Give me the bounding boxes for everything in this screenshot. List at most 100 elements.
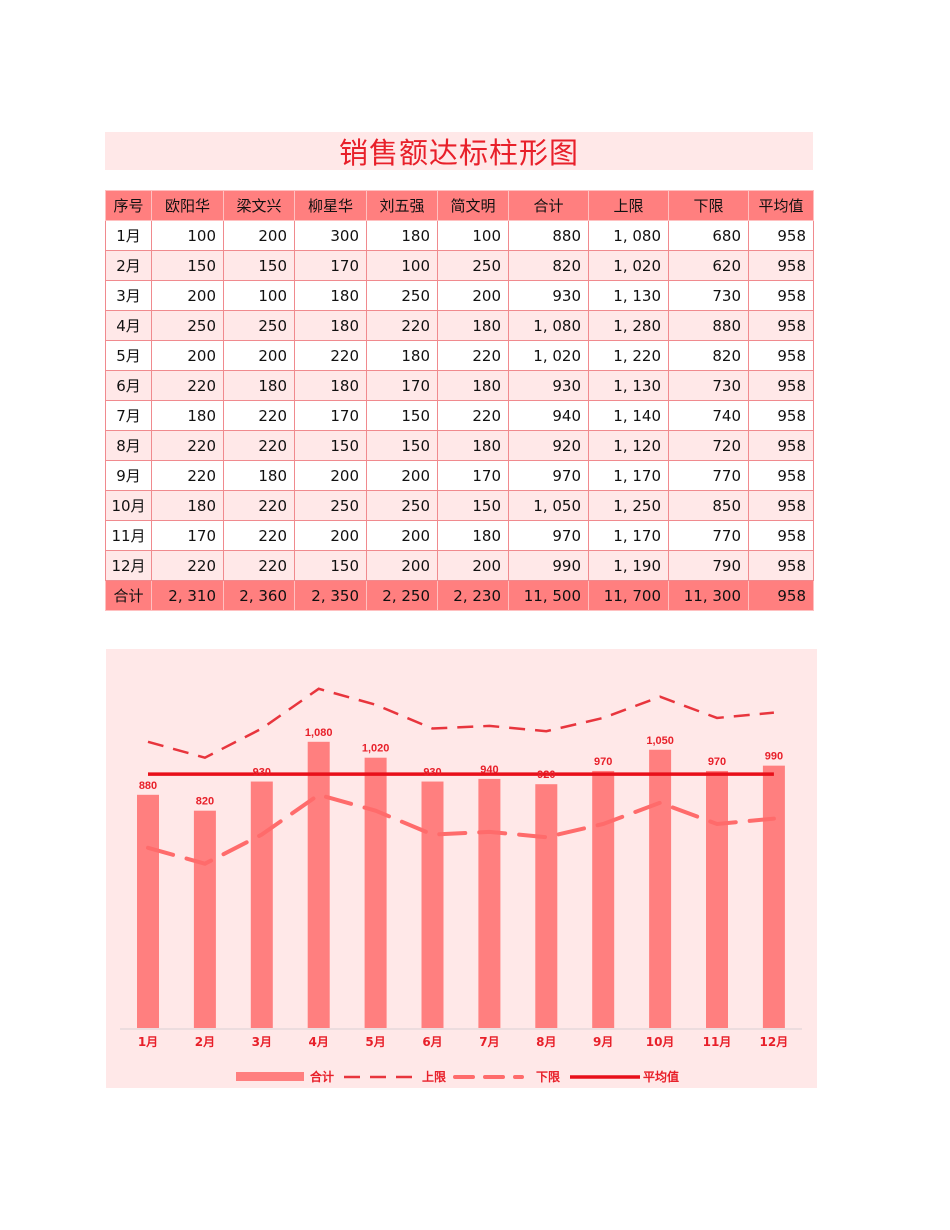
bar-9月 — [592, 770, 615, 1028]
table-cell: 250 — [437, 250, 509, 281]
table-cell: 220 — [223, 550, 295, 581]
bar-3月 — [250, 781, 273, 1028]
row-label: 4月 — [105, 310, 152, 341]
table-cell: 250 — [223, 310, 295, 341]
total-cell: 11, 500 — [508, 580, 589, 611]
table-cell: 790 — [668, 550, 749, 581]
column-header: 下限 — [668, 190, 749, 221]
table-cell: 180 — [223, 460, 295, 491]
table-cell: 1, 250 — [588, 490, 669, 521]
table-cell: 1, 220 — [588, 340, 669, 371]
table-cell: 920 — [508, 430, 589, 461]
table-cell: 180 — [223, 370, 295, 401]
table-cell: 220 — [437, 340, 509, 371]
table-row: 1月 100 200 300 180 100 880 1, 080 680 958 — [105, 220, 814, 251]
x-tick-label: 5月 — [365, 1035, 385, 1049]
table-cell: 720 — [668, 430, 749, 461]
column-header: 上限 — [588, 190, 669, 221]
table-row: 9月 220 180 200 200 170 970 1, 170 770 958 — [105, 460, 814, 491]
table-cell: 180 — [437, 430, 509, 461]
table-cell: 150 — [437, 490, 509, 521]
table-cell: 220 — [151, 550, 224, 581]
table-cell: 200 — [437, 550, 509, 581]
table-cell: 150 — [151, 250, 224, 281]
table-cell: 820 — [508, 250, 589, 281]
table-cell: 170 — [294, 400, 367, 431]
table-cell: 200 — [294, 460, 367, 491]
table-cell: 940 — [508, 400, 589, 431]
table-cell: 170 — [366, 370, 438, 401]
data-label: 1,020 — [362, 743, 390, 755]
table-cell: 200 — [294, 520, 367, 551]
table-cell: 740 — [668, 400, 749, 431]
table-cell: 170 — [151, 520, 224, 551]
bar-8月 — [535, 784, 558, 1028]
row-label: 10月 — [105, 490, 152, 521]
table-cell: 220 — [223, 490, 295, 521]
table-cell: 880 — [508, 220, 589, 251]
table-cell: 200 — [366, 520, 438, 551]
legend-label-average: 平均值 — [643, 1069, 679, 1084]
row-label: 3月 — [105, 280, 152, 311]
table-cell: 180 — [294, 310, 367, 341]
column-header: 简文明 — [437, 190, 509, 221]
data-label: 1,080 — [305, 727, 333, 739]
table-cell: 1, 130 — [588, 280, 669, 311]
table-cell: 170 — [294, 250, 367, 281]
table-cell: 1, 140 — [588, 400, 669, 431]
table-cell: 220 — [223, 520, 295, 551]
table-cell: 620 — [668, 250, 749, 281]
table-cell: 1, 020 — [588, 250, 669, 281]
x-tick-label: 8月 — [536, 1035, 556, 1049]
table-cell: 958 — [748, 550, 814, 581]
table-cell: 930 — [508, 280, 589, 311]
table-cell: 200 — [151, 340, 224, 371]
table-cell: 180 — [437, 520, 509, 551]
bar-5月 — [364, 757, 387, 1028]
table-cell: 958 — [748, 280, 814, 311]
table-cell: 958 — [748, 490, 814, 521]
table-cell: 1, 080 — [588, 220, 669, 251]
table-cell: 1, 190 — [588, 550, 669, 581]
table-cell: 730 — [668, 280, 749, 311]
table-cell: 958 — [748, 220, 814, 251]
table-row: 11月 170 220 200 200 180 970 1, 170 770 958 — [105, 520, 814, 551]
data-label: 920 — [537, 769, 555, 781]
table-cell: 200 — [223, 220, 295, 251]
table-cell: 958 — [748, 400, 814, 431]
bar-6月 — [421, 781, 444, 1028]
table-cell: 170 — [437, 460, 509, 491]
table-cell: 100 — [151, 220, 224, 251]
table-cell: 220 — [223, 400, 295, 431]
total-cell: 2, 310 — [151, 580, 224, 611]
x-tick-label: 2月 — [195, 1035, 215, 1049]
table-cell: 180 — [151, 400, 224, 431]
table-cell: 880 — [668, 310, 749, 341]
table-row: 6月 220 180 180 170 180 930 1, 130 730 958 — [105, 370, 814, 401]
bar-2月 — [193, 810, 216, 1028]
table-cell: 850 — [668, 490, 749, 521]
bar-4月 — [307, 741, 330, 1028]
table-cell: 1, 280 — [588, 310, 669, 341]
row-label: 7月 — [105, 400, 152, 431]
table-cell: 970 — [508, 460, 589, 491]
x-tick-label: 3月 — [252, 1035, 272, 1049]
table-cell: 200 — [151, 280, 224, 311]
table-cell: 180 — [294, 280, 367, 311]
table-cell: 100 — [223, 280, 295, 311]
row-label: 12月 — [105, 550, 152, 581]
total-cell: 11, 300 — [668, 580, 749, 611]
bar-11月 — [706, 770, 728, 1028]
table-cell: 180 — [366, 220, 438, 251]
x-tick-label: 9月 — [593, 1035, 613, 1049]
data-label: 880 — [139, 780, 157, 792]
table-cell: 150 — [294, 550, 367, 581]
table-row: 2月 150 150 170 100 250 820 1, 020 620 958 — [105, 250, 814, 281]
total-cell: 2, 350 — [294, 580, 367, 611]
table-cell: 820 — [668, 340, 749, 371]
table-cell: 150 — [223, 250, 295, 281]
x-tick-label: 6月 — [422, 1035, 442, 1049]
data-label: 970 — [708, 756, 726, 768]
table-cell: 1, 080 — [508, 310, 589, 341]
table-cell: 250 — [294, 490, 367, 521]
